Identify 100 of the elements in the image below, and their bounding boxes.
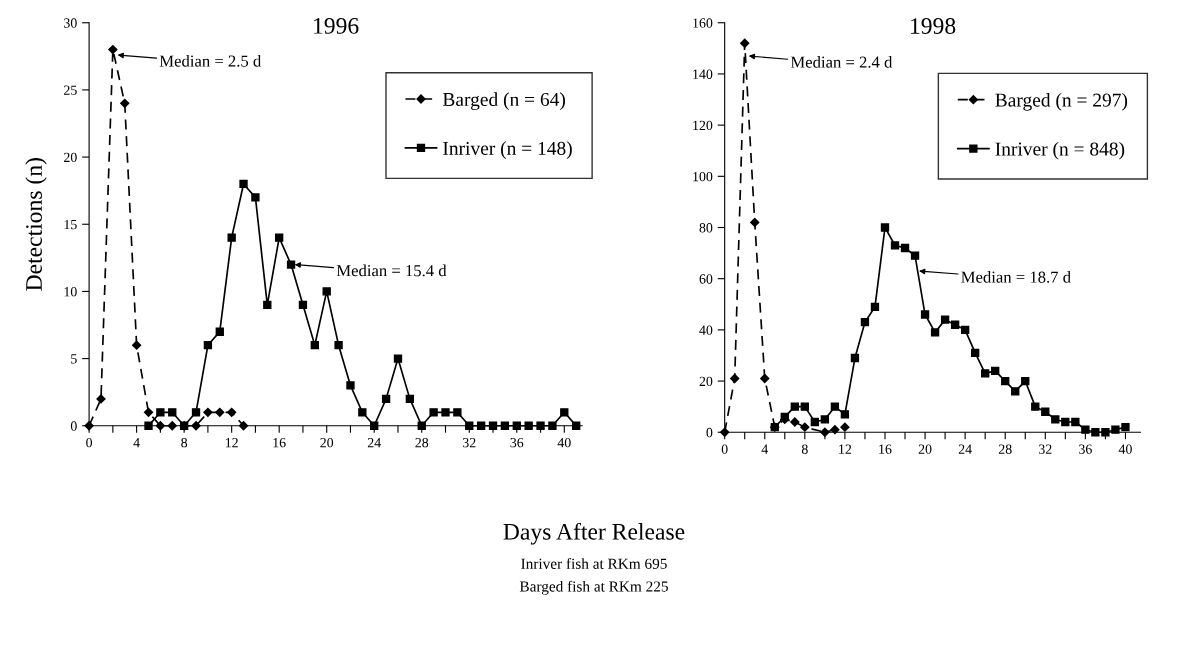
point <box>203 340 213 350</box>
x-tick-label: 0 <box>86 437 93 448</box>
point <box>1091 428 1100 437</box>
point <box>96 394 106 404</box>
point <box>930 328 940 337</box>
point <box>1121 422 1130 432</box>
x-tick-label: 20 <box>320 437 334 448</box>
x-tick-label: 20 <box>918 444 932 454</box>
point <box>1111 425 1120 434</box>
point <box>393 354 403 363</box>
x-tick-label: 4 <box>761 444 769 454</box>
legend-label: Inriver (n = 848) <box>995 141 1125 160</box>
text: Inriver fish at RKm 695 <box>521 557 667 569</box>
point <box>536 421 545 430</box>
y-tick-label: 25 <box>64 85 77 95</box>
point <box>900 243 910 253</box>
point <box>770 422 779 432</box>
y-tick-label: 40 <box>699 325 713 335</box>
x-tick-label: 12 <box>225 438 238 448</box>
y-tick-label: 0 <box>70 421 77 431</box>
point <box>760 373 770 384</box>
point <box>840 410 850 419</box>
point <box>310 340 319 350</box>
point <box>298 300 308 310</box>
point <box>143 407 154 417</box>
annotation: Median = 2.4 d <box>790 56 893 68</box>
point <box>1001 376 1010 386</box>
point <box>800 422 810 432</box>
point <box>820 415 830 424</box>
y-tick-label: 80 <box>699 223 713 233</box>
point <box>800 402 810 411</box>
y-tick-label: 0 <box>706 427 713 438</box>
point <box>1021 376 1030 386</box>
x-tick-label: 28 <box>415 437 429 448</box>
chart-title: 1998 <box>911 18 956 34</box>
text: Barged fish at RKm 225 <box>519 580 668 595</box>
x-tick-label: 40 <box>557 437 571 448</box>
point <box>1071 417 1080 427</box>
point <box>1031 402 1040 411</box>
point <box>840 422 850 432</box>
point <box>239 179 248 189</box>
point <box>215 407 225 417</box>
point <box>144 421 153 430</box>
x-tick-label: 8 <box>181 437 188 448</box>
y-tick-label: 160 <box>693 18 713 28</box>
point <box>203 407 213 417</box>
y-tick-label: 15 <box>64 219 77 230</box>
point <box>991 366 1000 375</box>
point <box>960 325 970 335</box>
point <box>227 407 237 417</box>
y-tick-label: 5 <box>71 354 77 364</box>
annotation: Median = 18.7 d <box>961 271 1071 283</box>
point <box>1051 415 1060 424</box>
annotation: Median = 15.4 d <box>336 264 447 277</box>
point <box>168 408 177 417</box>
point <box>910 251 920 260</box>
legend-label: Inriver (n = 148) <box>443 141 572 159</box>
x-tick-label: 16 <box>879 444 892 454</box>
point <box>981 369 990 378</box>
y-tick-label: 30 <box>64 18 77 28</box>
x-tick-label: 4 <box>133 438 140 448</box>
point <box>405 394 415 404</box>
point <box>191 408 201 417</box>
point <box>429 408 438 417</box>
point <box>1011 387 1020 396</box>
x-tick-label: 32 <box>462 438 476 448</box>
point <box>358 408 367 417</box>
x-tick-label: 16 <box>273 438 286 448</box>
x-tick-label: 0 <box>721 444 728 454</box>
legend-label: Barged (n = 297) <box>995 92 1128 111</box>
point <box>950 320 960 329</box>
y-tick-label: 120 <box>693 120 713 131</box>
y-tick-label: 20 <box>64 152 77 163</box>
point <box>227 233 236 242</box>
point <box>346 381 355 390</box>
point <box>131 340 142 350</box>
point <box>1041 407 1050 416</box>
y-tick-label: 60 <box>699 274 713 284</box>
point <box>790 417 800 427</box>
point <box>850 353 860 363</box>
x-tick-label: 24 <box>367 438 381 448</box>
point <box>970 348 980 358</box>
annotation: Median = 2.5 d <box>159 54 262 67</box>
point <box>120 98 130 108</box>
point <box>920 310 930 319</box>
x-tick-label: 8 <box>801 444 808 454</box>
point <box>750 217 760 228</box>
x-tick-label: 24 <box>958 444 972 454</box>
point <box>156 408 165 417</box>
point <box>441 408 450 417</box>
x-tick-label: 28 <box>998 444 1012 454</box>
y-tick-label: 140 <box>693 69 713 79</box>
point <box>1081 425 1090 434</box>
point <box>870 302 880 312</box>
point <box>740 38 750 48</box>
point <box>334 340 343 350</box>
x-tick-label: 40 <box>1118 444 1132 454</box>
point <box>940 315 950 324</box>
point <box>548 421 557 430</box>
point <box>108 44 118 55</box>
